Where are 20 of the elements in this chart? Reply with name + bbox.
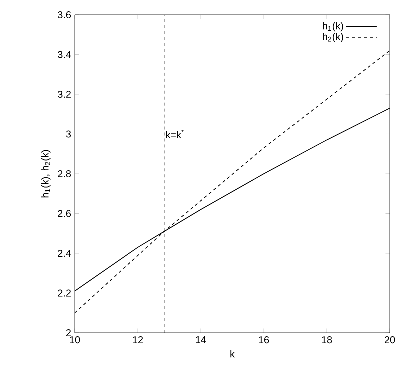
legend-label: h$_{2}$(k) xyxy=(323,33,344,42)
y-tick-label: 3.4 xyxy=(58,51,72,58)
y-tick-label: 2.2 xyxy=(58,290,71,297)
y-tick-label: 3 xyxy=(66,130,72,138)
y-tick-label: 3.6 xyxy=(58,11,72,19)
y-tick-label: 3.2 xyxy=(58,90,71,98)
y-tick-label: 2 xyxy=(66,330,71,336)
y-tick-label: 2.6 xyxy=(58,210,72,218)
y-tick-label: 2.8 xyxy=(58,170,72,178)
x-tick-label: 12 xyxy=(133,336,144,344)
x-tick-label: 20 xyxy=(384,336,396,344)
x-tick-label: 16 xyxy=(259,336,270,344)
y-axis-title: h$_{1}$(k), h$_{2}$(k) xyxy=(42,150,51,198)
x-tick-label: 14 xyxy=(196,336,206,344)
x-tick-label: 10 xyxy=(70,336,80,344)
legend-label: h$_{1}$(k) xyxy=(323,22,344,32)
y-tick-label: 2.4 xyxy=(58,250,72,257)
x-tick-label: 18 xyxy=(322,336,332,344)
ref-line-label: k=k$^{*}$ xyxy=(166,130,184,138)
x-axis-title: k xyxy=(230,350,236,358)
